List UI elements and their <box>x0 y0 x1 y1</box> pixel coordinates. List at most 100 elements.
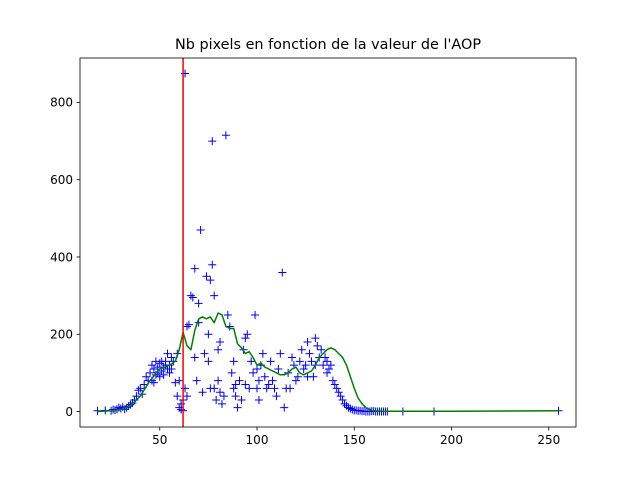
scatter-point <box>330 380 339 389</box>
scatter-point <box>311 334 320 343</box>
scatter-point <box>348 405 357 414</box>
scatter-point <box>149 365 158 374</box>
scatter-point <box>260 372 269 381</box>
scatter-point <box>332 384 341 393</box>
scatter-point <box>231 380 240 389</box>
scatter-point <box>229 357 238 366</box>
scatter-point <box>301 361 310 370</box>
scatter-point <box>216 388 225 397</box>
scatter-point <box>192 376 201 385</box>
scatter-point <box>326 361 335 370</box>
x-tick-label: 50 <box>152 433 167 447</box>
scatter-point <box>173 392 182 401</box>
y-tick-label: 0 <box>65 405 73 419</box>
scatter-point <box>258 349 267 358</box>
scatter-point <box>235 376 244 385</box>
scatter-point <box>245 384 254 393</box>
scatter-point <box>175 376 184 385</box>
scatter-point <box>151 370 160 379</box>
scatter-point <box>241 334 250 343</box>
scatter-point <box>165 368 174 377</box>
scatter-point <box>324 365 333 374</box>
y-tick-label: 200 <box>50 328 73 342</box>
scatter-point <box>188 293 197 302</box>
scatter-point <box>340 399 349 408</box>
scatter-point <box>251 310 260 319</box>
scatter-point <box>278 268 287 277</box>
scatter-point <box>295 357 304 366</box>
scatter-point <box>182 392 191 401</box>
scatter-point <box>268 376 277 385</box>
scatter-point <box>223 310 232 319</box>
scatter-point <box>286 384 295 393</box>
scatter-point <box>159 370 168 379</box>
scatter-point <box>254 376 263 385</box>
scatter-point <box>274 365 283 374</box>
scatter-point <box>276 349 285 358</box>
y-tick-label: 400 <box>50 250 73 264</box>
scatter-point <box>167 365 176 374</box>
scatter-point <box>328 376 337 385</box>
axes: 50 100 150 200 250 0 200 400 600 800 <box>50 57 577 447</box>
scatter-point <box>198 388 207 397</box>
scatter-point <box>146 368 155 377</box>
scatter-point <box>237 395 246 404</box>
scatter-point <box>217 399 226 408</box>
scatter-point <box>264 380 273 389</box>
scatter-point <box>210 291 219 300</box>
scatter-point <box>194 299 203 308</box>
scatter-point <box>171 378 180 387</box>
scatter-point <box>149 378 158 387</box>
scatter-point <box>262 384 271 393</box>
scatter-point <box>253 384 262 393</box>
scatter-point <box>272 392 281 401</box>
scatter-point <box>249 368 258 377</box>
scatter-point <box>147 361 156 370</box>
scatter-point <box>229 384 238 393</box>
y-tick-label: 600 <box>50 173 73 187</box>
x-tick-label: 250 <box>537 433 560 447</box>
scatter-point <box>208 137 217 146</box>
y-tick-label: 800 <box>50 96 73 110</box>
scatter-point <box>346 404 355 413</box>
scatter-point <box>167 353 176 362</box>
scatter-point <box>163 349 172 358</box>
scatter-point <box>317 345 326 354</box>
scatter-point <box>202 272 211 281</box>
x-tick-label: 200 <box>440 433 463 447</box>
scatter-point <box>186 291 195 300</box>
scatter-point <box>214 376 223 385</box>
scatter-point <box>247 357 256 366</box>
scatter-point <box>266 357 275 366</box>
scatter-point <box>212 395 221 404</box>
scatter-point <box>323 368 332 377</box>
scatter-point <box>305 349 314 358</box>
scatter-point <box>161 357 170 366</box>
scatter-point <box>200 349 209 358</box>
scatter-point <box>142 372 151 381</box>
scatter-point <box>338 395 347 404</box>
scatter-point <box>297 345 306 354</box>
scatter-point <box>319 361 328 370</box>
smooth-line <box>97 312 559 413</box>
scatter-point <box>126 400 135 409</box>
x-tick-label: 100 <box>246 433 269 447</box>
scatter-point <box>227 368 236 377</box>
scatter-point <box>280 403 289 412</box>
scatter-point <box>254 395 263 404</box>
scatter-point <box>206 276 215 285</box>
chart-title: Nb pixels en fonction de la valeur de l'… <box>175 37 481 53</box>
x-tick-label: 150 <box>343 433 366 447</box>
scatter-point <box>136 384 145 393</box>
scatter-point <box>190 264 199 273</box>
scatter-point <box>182 322 191 331</box>
scatter-point <box>334 388 343 397</box>
plot-marks <box>93 58 563 427</box>
scatter-point <box>208 260 217 269</box>
scatter-point <box>219 392 228 401</box>
scatter-point <box>291 376 300 385</box>
scatter-point <box>204 330 213 339</box>
scatter-point <box>323 357 332 366</box>
scatter-point <box>155 372 164 381</box>
